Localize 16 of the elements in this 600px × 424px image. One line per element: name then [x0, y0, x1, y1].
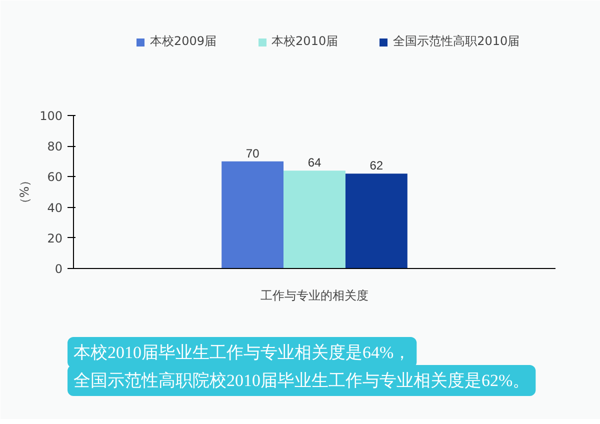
x-tick-label: 工作与专业的相关度 — [260, 288, 368, 302]
legend-label: 全国示范性高职2010届 — [393, 33, 520, 50]
text: 全国示范性高职院校2010届毕业生工作与专业相关度是62%。 — [74, 371, 530, 390]
data-label: 62 — [370, 158, 384, 173]
y-tick-label: 0 — [54, 262, 63, 276]
y-tick-label: 60 — [47, 170, 63, 184]
data-label: 70 — [246, 146, 260, 160]
y-tick-label: 40 — [47, 200, 63, 215]
legend-label: 本校2009届 — [150, 33, 217, 50]
y-tick-label: 100 — [40, 109, 62, 123]
y-axis-title: （%） — [18, 174, 32, 210]
legend-label: 本校2010届 — [272, 33, 338, 50]
y-tick-label: 80 — [47, 140, 63, 154]
text: 本校2010届毕业生工作与专业相关度是64%， — [74, 343, 411, 362]
y-tick-label: 20 — [47, 231, 63, 246]
data-label: 64 — [308, 156, 322, 170]
